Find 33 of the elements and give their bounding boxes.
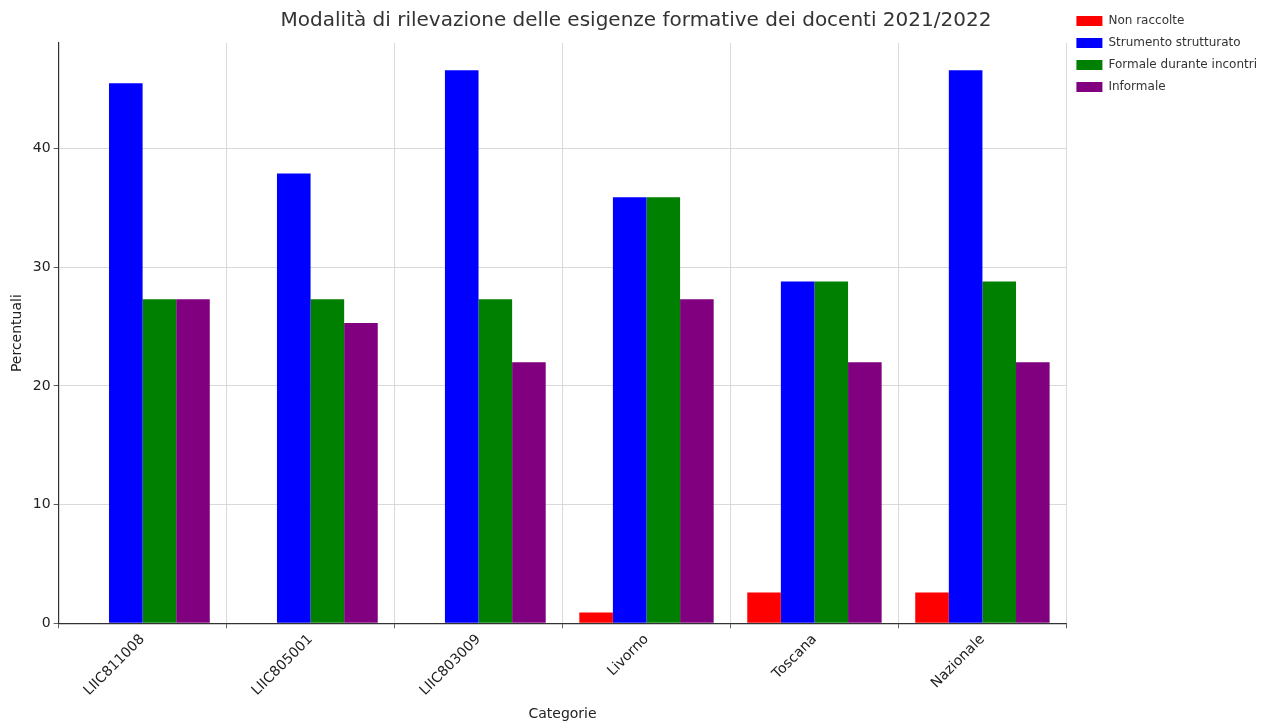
bar bbox=[444, 70, 479, 623]
bar bbox=[276, 173, 311, 623]
bar bbox=[109, 83, 143, 623]
bar bbox=[612, 197, 647, 623]
y-tick-label: 20 bbox=[32, 376, 51, 393]
bar bbox=[310, 299, 345, 623]
bar bbox=[780, 281, 815, 623]
x-axis-title: Categorie bbox=[528, 705, 597, 722]
bar bbox=[915, 592, 949, 623]
y-tick-label: 30 bbox=[32, 257, 51, 274]
bar bbox=[814, 281, 849, 623]
legend-label: Informale bbox=[1108, 79, 1166, 94]
bar bbox=[579, 612, 613, 623]
bar bbox=[747, 592, 781, 623]
bar bbox=[680, 299, 714, 623]
bar bbox=[344, 323, 378, 623]
bar bbox=[142, 299, 177, 623]
bar bbox=[848, 362, 882, 623]
bar bbox=[1016, 362, 1050, 623]
bar bbox=[948, 70, 983, 623]
y-tick-label: 10 bbox=[32, 495, 51, 512]
legend-label: Strumento strutturato bbox=[1108, 35, 1241, 50]
legend-label: Formale durante incontri bbox=[1108, 57, 1258, 72]
y-tick-label: 0 bbox=[41, 613, 51, 630]
bar bbox=[512, 362, 546, 623]
chart-title: Modalità di rilevazione delle esigenze formative dei docenti 2021/2022 bbox=[280, 7, 992, 32]
bar bbox=[982, 281, 1017, 623]
y-axis-title: Percentuali bbox=[8, 294, 25, 373]
bar bbox=[478, 299, 513, 623]
legend-label: Non raccolte bbox=[1108, 13, 1185, 28]
y-tick-label: 40 bbox=[32, 139, 51, 156]
bar bbox=[646, 197, 681, 623]
bar bbox=[176, 299, 210, 623]
